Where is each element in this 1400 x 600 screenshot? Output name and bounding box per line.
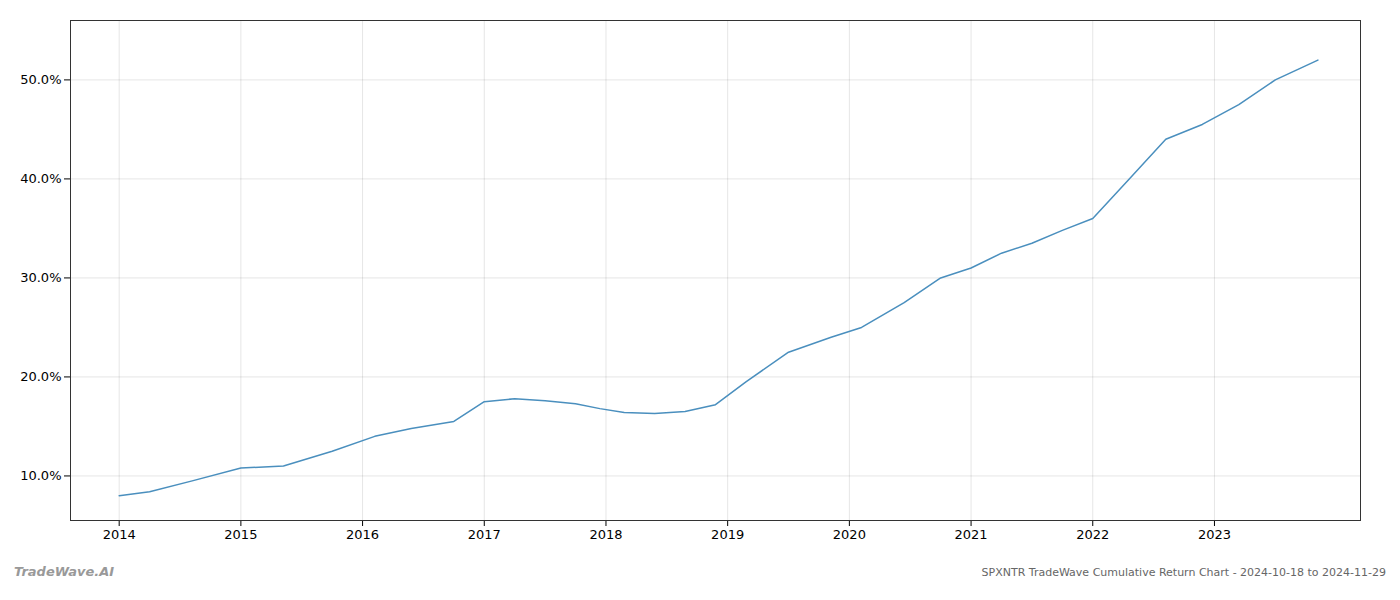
html-text:TradeWave.AI: TradeWave.AI bbox=[14, 564, 115, 579]
svg-text:2021: 2021 bbox=[955, 527, 988, 542]
html-text:SPXNTR TradeWave Cumulative Re: SPXNTR TradeWave Cumulative Return Chart… bbox=[981, 566, 1386, 579]
svg-text:2017: 2017 bbox=[468, 527, 501, 542]
svg-text:2015: 2015 bbox=[224, 527, 257, 542]
svg-text:2018: 2018 bbox=[589, 527, 622, 542]
svg-text:2023: 2023 bbox=[1198, 527, 1231, 542]
svg-text:2019: 2019 bbox=[711, 527, 744, 542]
svg-text:30.0%: 30.0% bbox=[20, 270, 61, 285]
svg-text:50.0%: 50.0% bbox=[20, 72, 61, 87]
svg-text:40.0%: 40.0% bbox=[20, 171, 61, 186]
svg-text:2022: 2022 bbox=[1076, 527, 1109, 542]
svg-text:2016: 2016 bbox=[346, 527, 379, 542]
svg-text:10.0%: 10.0% bbox=[20, 468, 61, 483]
svg-text:20.0%: 20.0% bbox=[20, 369, 61, 384]
svg-text:2020: 2020 bbox=[833, 527, 866, 542]
svg-text:2014: 2014 bbox=[103, 527, 136, 542]
